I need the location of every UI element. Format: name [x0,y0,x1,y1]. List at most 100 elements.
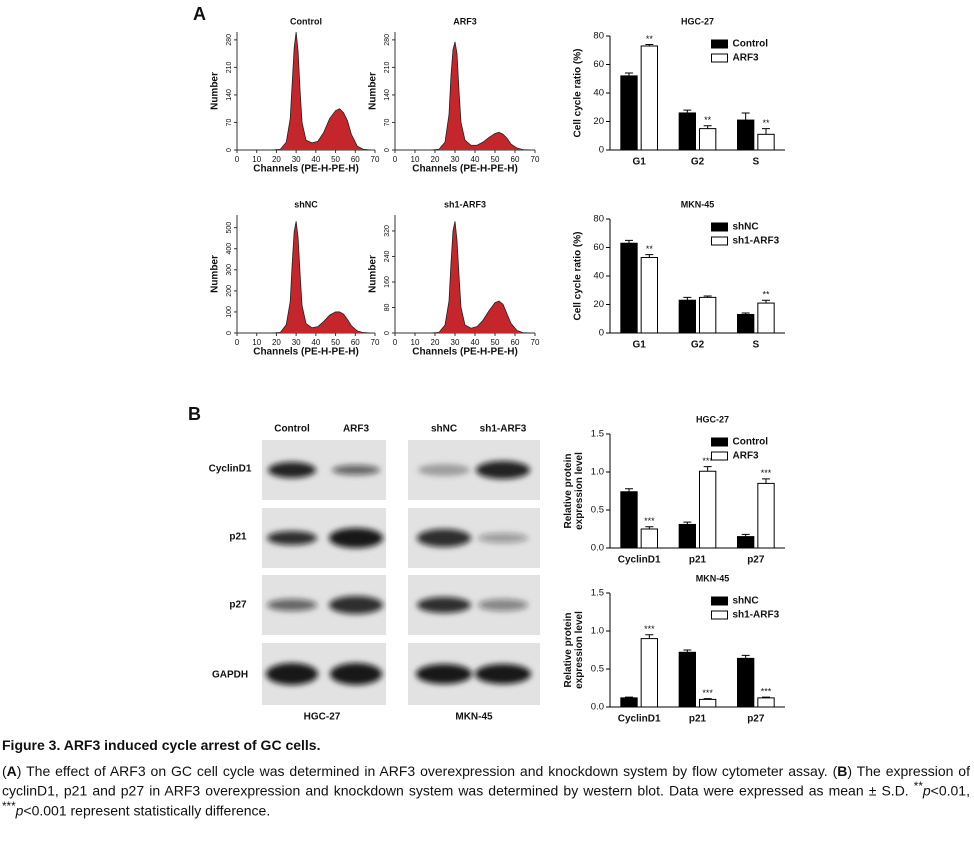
significance-label: *** [761,686,772,696]
x-tick-label: G2 [691,157,705,168]
y-tick-label: 40 [593,271,604,282]
x-tick-label: 10 [411,338,420,347]
error-bar [741,654,750,659]
x-tick-label: 40 [311,338,320,347]
x-tick-label: 70 [371,338,380,347]
y-tick-label: 80 [593,214,604,225]
x-tick-label: 60 [351,338,360,347]
bar [620,75,638,151]
x-tick-label: p27 [747,714,765,725]
y-tick-label: 70 [384,118,391,126]
x-tick-label: 70 [531,338,540,347]
blot-cell-line: MKN-45 [455,712,493,723]
legend-label: ARF3 [733,451,760,462]
bar [757,133,775,151]
caption-text: ) The expression of cyclinD1, p21 and p2… [2,762,970,799]
histogram-line [272,221,372,334]
legend-label: shNC [733,222,759,233]
y-tick-label: 140 [384,89,391,101]
significance-label: *** [702,456,713,466]
error-bar [645,634,654,639]
y-tick-label: 1.0 [591,626,604,637]
blot-cell-line: HGC-27 [304,712,341,723]
x-tick-label: 20 [272,155,281,164]
x-tick-label: p21 [689,714,707,725]
x-tick-label: 20 [431,338,440,347]
x-tick-label: 50 [331,155,340,164]
legend-swatch [711,610,728,620]
error-bar [741,112,750,121]
blot-row: CyclinD1 [209,464,252,475]
bar [699,698,717,708]
blot-column: Control [274,424,310,435]
significance-label: ** [762,118,770,128]
chart-title: Control [290,16,322,26]
y-tick-label: 1.0 [591,467,604,478]
y-tick-label: 0.5 [591,664,604,675]
error-bar [703,125,712,129]
y-tick-label: 0 [384,331,391,335]
error-bar [703,698,712,700]
y-tick-label: 1.5 [591,429,604,440]
error-bar [703,466,712,472]
significance-label: ** [704,115,712,125]
bar [640,45,659,151]
bar [678,523,697,549]
significance-label: *** [644,624,655,634]
bar [678,112,697,151]
error-bar [625,239,633,244]
chart-title: shNC [294,199,318,209]
y-axis-label: Cell cycle ratio (%) [573,49,584,138]
x-tick-label: 0 [393,155,398,164]
error-bar [683,109,692,113]
y-axis-label: Number [368,255,379,293]
y-tick-label: 70 [226,118,233,126]
panel-label: B [188,404,201,424]
blot-row: p21 [229,532,247,543]
histogram-line [430,41,532,151]
y-tick-label: 200 [226,285,233,297]
error-bar [741,533,750,537]
y-tick-label: 0 [599,328,604,339]
bar [737,313,755,334]
caption-body: (A) The effect of ARF3 on GC cell cycle … [2,763,970,820]
bar [678,299,697,334]
x-tick-label: 60 [351,155,360,164]
error-bar [645,526,654,529]
legend-swatch [711,451,728,461]
y-tick-label: 20 [593,299,604,310]
bar [699,296,717,334]
y-axis-label: Cell cycle ratio (%) [573,232,584,321]
y-tick-label: 0.0 [591,543,604,554]
error-bar [683,521,692,525]
error-bar [762,128,770,135]
bar [699,470,717,549]
y-tick-label: 500 [226,222,233,234]
caption-text: ** [913,780,923,793]
bar [757,697,775,708]
error-bar [762,299,770,304]
caption-text: A [6,762,17,779]
bar [737,657,755,708]
significance-label: *** [702,688,713,698]
caption-text: p [15,802,24,819]
x-axis-label: Channels (PE-H-PE-H) [412,347,518,358]
panel-label: A [193,4,206,24]
x-tick-label: 60 [511,155,520,164]
x-axis-label: Channels (PE-H-PE-H) [412,164,518,175]
histogram-area [431,41,531,151]
x-tick-label: G2 [691,340,705,351]
bar [737,119,755,151]
histogram-area [272,32,372,150]
x-tick-label: 70 [371,155,380,164]
chart-title: HGC-27 [696,414,729,424]
x-axis-label: Channels (PE-H-PE-H) [253,164,359,175]
x-tick-label: CyclinD1 [618,714,661,725]
bar [620,697,638,708]
bar [699,128,717,151]
bar [620,491,638,549]
caption-text: *** [2,800,16,814]
y-tick-label: 160 [384,276,391,288]
x-tick-label: 60 [511,338,520,347]
error-bar [625,696,633,698]
